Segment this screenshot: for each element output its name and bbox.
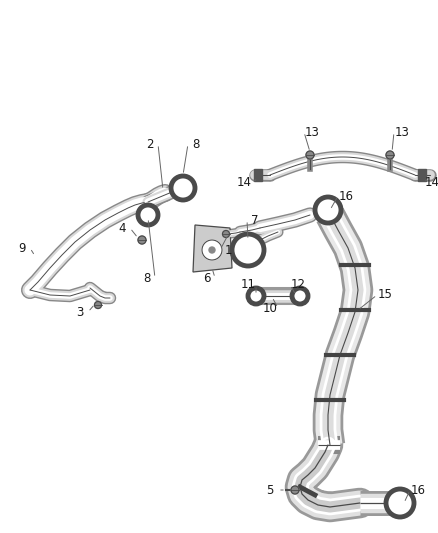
Text: 14: 14 bbox=[424, 176, 438, 190]
Circle shape bbox=[202, 240, 222, 260]
Text: 12: 12 bbox=[290, 279, 305, 292]
Text: 6: 6 bbox=[203, 271, 211, 285]
Text: 13: 13 bbox=[395, 125, 410, 139]
Text: 3: 3 bbox=[76, 305, 84, 319]
Circle shape bbox=[171, 176, 195, 200]
Text: 2: 2 bbox=[146, 138, 154, 150]
Text: 4: 4 bbox=[118, 222, 126, 235]
Circle shape bbox=[292, 288, 308, 304]
Circle shape bbox=[138, 236, 146, 244]
Text: 10: 10 bbox=[262, 302, 277, 314]
Bar bbox=[254, 169, 262, 181]
Text: 8: 8 bbox=[192, 138, 200, 150]
Circle shape bbox=[209, 247, 215, 253]
Circle shape bbox=[386, 489, 414, 517]
Text: 13: 13 bbox=[304, 125, 319, 139]
Text: 8: 8 bbox=[143, 271, 151, 285]
Text: 1: 1 bbox=[224, 244, 232, 256]
Circle shape bbox=[223, 230, 230, 238]
Text: 16: 16 bbox=[339, 190, 353, 203]
Text: 14: 14 bbox=[237, 176, 251, 190]
Polygon shape bbox=[193, 225, 232, 272]
Text: 9: 9 bbox=[18, 241, 26, 254]
Circle shape bbox=[248, 288, 264, 304]
Text: 15: 15 bbox=[378, 288, 392, 302]
Text: 5: 5 bbox=[266, 483, 274, 497]
Text: 11: 11 bbox=[240, 279, 255, 292]
Circle shape bbox=[232, 234, 264, 266]
Circle shape bbox=[315, 197, 341, 223]
Circle shape bbox=[95, 302, 102, 309]
Circle shape bbox=[291, 486, 299, 494]
Text: 7: 7 bbox=[251, 214, 259, 227]
Bar bbox=[418, 169, 426, 181]
Text: 16: 16 bbox=[410, 483, 425, 497]
Circle shape bbox=[306, 151, 314, 159]
Circle shape bbox=[386, 151, 394, 159]
Circle shape bbox=[138, 205, 158, 225]
